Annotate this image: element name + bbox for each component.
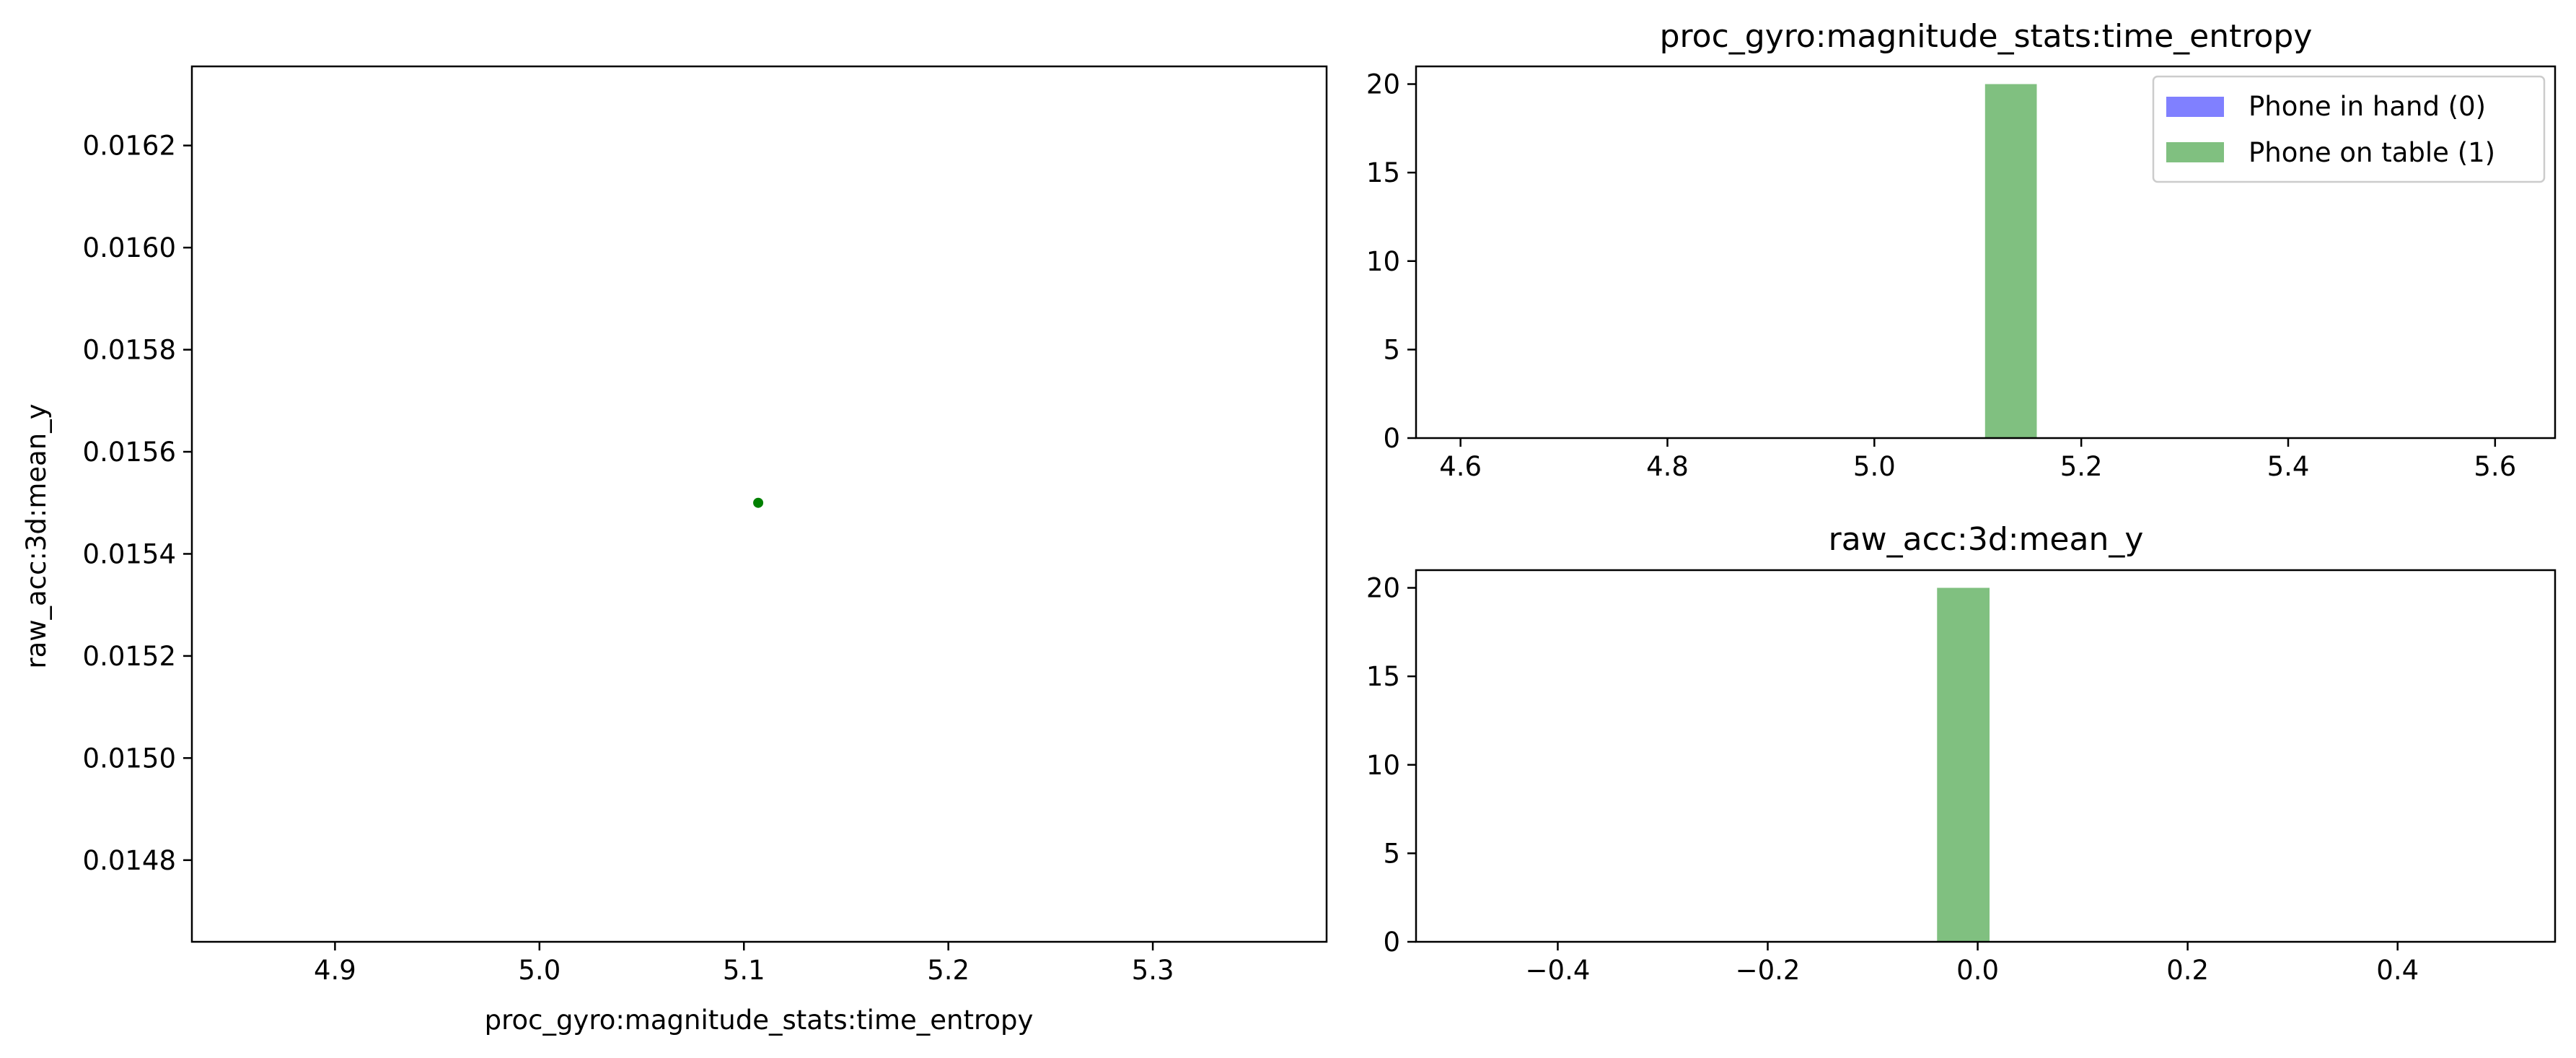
histogram-time-entropy-x-tick-label: 4.8	[1646, 451, 1689, 482]
legend-label-phone-on-table: Phone on table (1)	[2248, 137, 2495, 168]
histogram-time-entropy-x-tick-label: 5.0	[1853, 451, 1896, 482]
scatter-y-tick-label: 0.0148	[83, 845, 176, 876]
scatter-x-tick-label: 4.9	[314, 955, 356, 986]
scatter-x-tick-label: 5.1	[723, 955, 765, 986]
histogram-time-entropy-title: proc_gyro:magnitude_stats:time_entropy	[1660, 18, 2313, 55]
histogram-mean-y-y-tick-label: 15	[1366, 661, 1400, 692]
histogram-mean-y-bar	[1937, 587, 1990, 942]
histogram-mean-y-x-tick-label: 0.2	[2166, 955, 2209, 986]
scatter-y-tick-label: 0.0160	[83, 232, 176, 263]
histogram-mean-y-title: raw_acc:3d:mean_y	[1829, 521, 2144, 558]
histogram-mean-y-panel: raw_acc:3d:mean_y −0.4 −0.2 0.0 0.2 0.4 0 5 10 1…	[1366, 521, 2557, 986]
scatter-plot-frame	[190, 65, 1328, 943]
scatter-panel: proc_gyro:magnitude_stats:time_entropy r…	[21, 65, 1328, 1036]
scatter-y-tick-label: 0.0156	[83, 437, 176, 468]
histogram-time-entropy-x-tick-label: 5.2	[2060, 451, 2103, 482]
histogram-mean-y-y-tick-label: 20	[1366, 573, 1400, 604]
legend-box	[2152, 75, 2546, 183]
histogram-mean-y-x-tick-label: 0.0	[1956, 955, 1999, 986]
legend-swatch-phone-in-hand	[2166, 97, 2224, 117]
histogram-time-entropy-y-tick-label: 15	[1366, 157, 1400, 188]
histogram-mean-y-x-tick-label: −0.4	[1526, 955, 1591, 986]
scatter-y-tick-label: 0.0162	[83, 131, 176, 162]
histogram-time-entropy-x-tick-label: 5.6	[2474, 451, 2516, 482]
scatter-y-tick-label: 0.0158	[83, 335, 176, 366]
scatter-y-tick-label: 0.0150	[83, 743, 176, 774]
histogram-time-entropy-y-tick-label: 10	[1366, 246, 1400, 277]
scatter-y-tick-label: 0.0152	[83, 641, 176, 672]
histogram-time-entropy-panel: proc_gyro:magnitude_stats:time_entropy 4…	[1366, 18, 2557, 482]
histogram-time-entropy-y-tick-label: 20	[1366, 69, 1400, 100]
histogram-mean-y-frame	[1415, 569, 2557, 943]
histogram-mean-y-y-tick-label: 0	[1383, 927, 1400, 958]
histogram-time-entropy-x-tick-label: 4.6	[1439, 451, 1482, 482]
histogram-mean-y-y-tick-label: 10	[1366, 750, 1400, 781]
scatter-y-tick-label: 0.0154	[83, 538, 176, 569]
scatter-x-tick-label: 5.2	[927, 955, 970, 986]
legend-swatch-phone-on-table	[2166, 142, 2224, 162]
scatter-x-tick-label: 5.3	[1132, 955, 1174, 986]
legend: Phone in hand (0) Phone on table (1)	[2152, 75, 2546, 183]
scatter-point	[753, 497, 764, 508]
histogram-time-entropy-x-tick-label: 5.4	[2267, 451, 2310, 482]
histogram-mean-y-y-tick-label: 5	[1383, 838, 1400, 869]
scatter-x-tick-label: 5.0	[518, 955, 561, 986]
histogram-mean-y-x-tick-label: −0.2	[1736, 955, 1801, 986]
scatter-x-axis-label: proc_gyro:magnitude_stats:time_entropy	[485, 1005, 1034, 1036]
histogram-time-entropy-y-tick-label: 5	[1383, 334, 1400, 365]
histogram-time-entropy-y-tick-label: 0	[1383, 423, 1400, 454]
histogram-time-entropy-bar	[1984, 84, 2037, 439]
histogram-mean-y-x-tick-label: 0.4	[2376, 955, 2419, 986]
legend-label-phone-in-hand: Phone in hand (0)	[2248, 91, 2486, 122]
scatter-y-axis-label: raw_acc:3d:mean_y	[21, 403, 52, 668]
histogram-time-entropy-frame	[1415, 65, 2557, 440]
